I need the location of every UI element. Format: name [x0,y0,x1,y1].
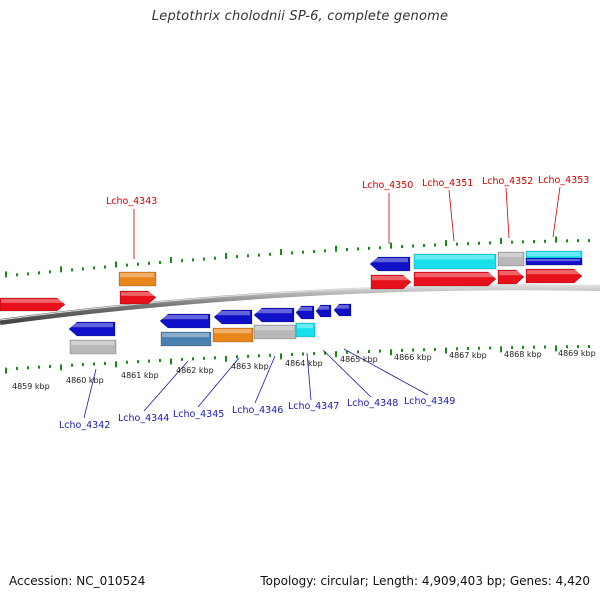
scale-label: 4861 kbp [121,371,159,380]
gene-highlight [415,255,494,260]
gene-arrow[interactable] [68,321,116,337]
scale-label: 4868 kbp [504,350,542,359]
gene-highlight [415,273,494,278]
scale-label: 4866 kbp [394,353,432,362]
leader-line [306,352,312,401]
gene-arrow[interactable] [212,327,254,343]
gene-arrow[interactable] [69,339,117,355]
gene-highlight [255,326,294,331]
scale-label: 4862 kbp [176,366,214,375]
gene-highlight [317,306,329,310]
label-leaders [83,186,561,419]
gene-arrow[interactable] [525,268,583,284]
scale-label: 4865 kbp [340,355,378,364]
gene-arrow[interactable] [295,305,315,320]
gene-highlight [215,311,250,316]
leader-line [83,368,97,419]
gene-arrow[interactable] [333,303,352,317]
gene-arrow[interactable] [370,274,412,290]
gene-highlight [372,276,409,281]
gene-highlight [297,324,313,329]
gene-label-lcho-4343[interactable]: Lcho_4343 [106,196,157,207]
gene-label-lcho-4342[interactable]: Lcho_4342 [59,420,110,431]
genome-summary-text: Topology: circular; Length: 4,909,403 bp… [260,574,590,588]
scale-label: 4869 kbp [558,349,596,358]
scale-label: 4863 kbp [231,362,269,371]
gene-highlight [297,307,312,311]
scale-label: 4859 kbp [12,382,50,391]
gene-arrow[interactable] [413,271,497,287]
gene-arrow[interactable] [0,297,66,312]
gene-arrow[interactable] [413,253,497,270]
gene-arrow[interactable] [497,269,525,285]
leader-line [343,348,429,396]
gene-highlight [255,309,292,314]
gene-highlight [527,259,580,262]
gene-arrow[interactable] [118,271,157,287]
gene-label-lcho-4353[interactable]: Lcho_4353 [538,175,589,186]
gene-arrow[interactable] [497,251,525,267]
gene-label-lcho-4346[interactable]: Lcho_4346 [232,405,283,416]
gene-highlight [70,323,113,328]
gene-arrow[interactable] [525,257,583,266]
gene-highlight [527,270,580,275]
gene-highlight [499,271,522,276]
leader-line [143,360,189,412]
gene-highlight [161,315,208,320]
leader-line [322,349,372,398]
gene-arrow[interactable] [213,309,253,325]
gene-highlight [214,329,251,334]
gene-label-lcho-4350[interactable]: Lcho_4350 [362,180,413,191]
gene-arrow[interactable] [315,304,332,318]
leader-line [448,189,455,242]
gene-label-lcho-4352[interactable]: Lcho_4352 [482,176,533,187]
gene-highlight [499,253,522,258]
gene-highlight [121,292,154,296]
leader-line [505,187,510,239]
map-title: Leptothrix cholodnii SP-6, complete geno… [151,9,449,24]
scale-label: 4867 kbp [449,351,487,360]
gene-label-lcho-4344[interactable]: Lcho_4344 [118,413,169,424]
genome-backbone [0,284,600,325]
gene-arrow[interactable] [119,290,157,305]
gene-highlight [120,273,154,278]
leader-line [552,186,561,238]
gene-arrow[interactable] [253,324,297,340]
scale-label: 4860 kbp [66,376,104,385]
gene-arrow[interactable] [160,331,212,347]
leader-line [254,355,276,404]
gene-arrow[interactable] [253,307,295,323]
gene-arrow[interactable] [295,322,316,338]
gene-label-lcho-4348[interactable]: Lcho_4348 [347,398,398,409]
scale-label: 4864 kbp [285,359,323,368]
scale-ticks [5,236,590,374]
gene-arrow[interactable] [369,256,411,272]
gene-highlight [162,333,209,338]
gene-highlight [335,305,349,309]
gene-label-lcho-4345[interactable]: Lcho_4345 [173,409,224,420]
gene-features [0,250,583,355]
gene-label-lcho-4351[interactable]: Lcho_4351 [422,178,473,189]
gene-label-lcho-4347[interactable]: Lcho_4347 [288,401,339,412]
gene-highlight [71,341,114,346]
gene-highlight [371,258,408,263]
leader-line [197,357,240,408]
accession-text: Accession: NC_010524 [9,574,146,588]
gene-highlight [1,299,63,303]
gene-highlight [527,252,580,257]
gene-label-lcho-4349[interactable]: Lcho_4349 [404,396,455,407]
gene-arrow[interactable] [159,313,211,329]
